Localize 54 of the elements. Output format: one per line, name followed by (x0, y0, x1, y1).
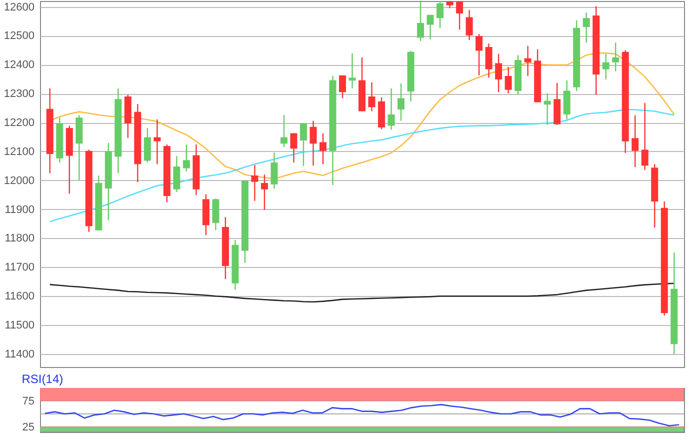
y-tick-label: 12200 (4, 117, 34, 130)
y-tick-label: 12400 (4, 59, 34, 72)
candlestick (212, 198, 220, 231)
candlestick (348, 52, 356, 89)
candlestick (641, 102, 648, 171)
y-tick-label: 12500 (4, 30, 34, 42)
candlestick (426, 14, 434, 40)
candlestick (612, 42, 620, 72)
candlestick (544, 92, 551, 126)
y-tick-label: 25 (22, 421, 34, 434)
line-series (49, 108, 675, 222)
y-tick-label: 12600 (4, 1, 34, 14)
candlestick (582, 12, 590, 44)
candlestick (632, 114, 639, 168)
candlestick (260, 174, 268, 210)
candlestick (388, 88, 395, 130)
candlestick (398, 82, 405, 122)
candlestick (495, 53, 502, 93)
candlestick (436, 1, 444, 29)
y-tick-label: 11800 (4, 232, 34, 245)
chart-title: RSI(14) (22, 372, 64, 386)
candlestick (563, 80, 570, 120)
candlestick (466, 9, 473, 41)
candlestick (300, 122, 307, 167)
candlestick (270, 152, 278, 190)
candlestick (476, 33, 483, 76)
candlestick (290, 132, 298, 164)
candlestick (602, 53, 610, 80)
candlestick (338, 74, 346, 99)
candlestick (154, 118, 161, 165)
candlestick (280, 114, 288, 148)
candlestick (182, 144, 190, 172)
line-series (44, 404, 680, 426)
candlestick (144, 127, 151, 164)
y-tick-label: 11700 (4, 262, 34, 274)
y-tick-label: 11400 (4, 348, 34, 360)
candlestick (319, 132, 326, 165)
y-tick-label: 11900 (4, 204, 34, 216)
candlestick (504, 66, 512, 94)
candlestick (368, 82, 376, 112)
candlestick (310, 120, 317, 166)
candlestick (456, 1, 464, 30)
line-series (49, 282, 675, 303)
y-tick-label: 75 (22, 395, 34, 408)
y-tick-label: 12000 (4, 174, 34, 187)
y-tick-label: 11600 (4, 290, 34, 303)
candlestick (417, 1, 424, 42)
y-tick-label: 12300 (4, 88, 34, 100)
candlestick (485, 42, 492, 78)
y-tick-label: 12100 (4, 146, 34, 158)
candlestick (251, 164, 258, 202)
candlestick (173, 155, 180, 193)
candlestick (524, 45, 532, 77)
y-tick-label: 11500 (4, 320, 34, 332)
